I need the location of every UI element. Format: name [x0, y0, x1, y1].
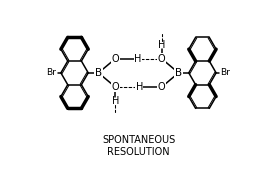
Text: O: O [112, 54, 119, 64]
Text: H: H [134, 54, 142, 64]
Text: O: O [112, 82, 119, 92]
Text: O: O [158, 54, 165, 64]
Text: B: B [95, 68, 102, 78]
Text: B: B [175, 68, 182, 78]
Text: H: H [158, 40, 165, 50]
Text: Br: Br [220, 68, 230, 77]
Text: Br: Br [47, 68, 57, 77]
Text: O: O [158, 82, 165, 92]
Text: H: H [112, 96, 119, 106]
Text: SPONTANEOUS
RESOLUTION: SPONTANEOUS RESOLUTION [102, 135, 175, 157]
Text: H: H [135, 82, 143, 92]
